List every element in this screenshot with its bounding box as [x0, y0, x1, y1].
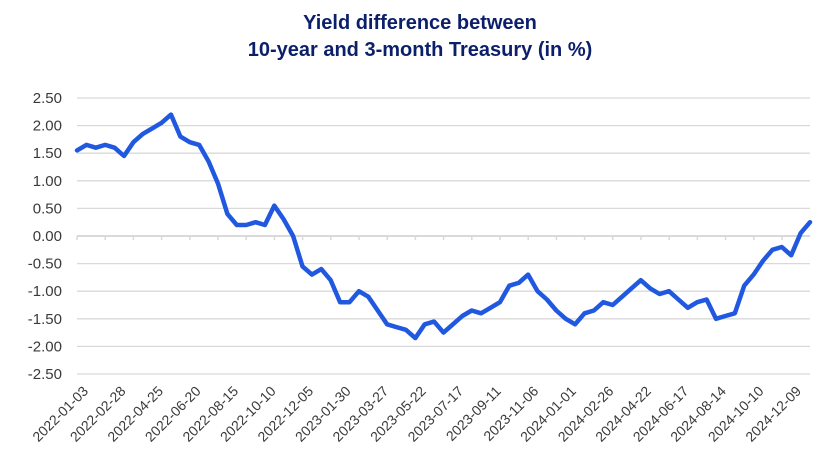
- y-tick-label: -0.50: [28, 256, 62, 273]
- x-axis-line: [76, 236, 783, 240]
- y-tick-label: 0.00: [33, 228, 62, 245]
- chart-title-line-1: Yield difference between: [303, 12, 537, 34]
- y-axis-labels: 2.50 2.00 1.50 1.00 0.50 0.00 -0.50 -1.00 -1.50 -…: [28, 90, 62, 383]
- chart-title-line-2: 10-year and 3-month Treasury (in %): [247, 39, 593, 61]
- y-tick-label: -1.50: [28, 311, 62, 328]
- y-tick-label: -1.00: [28, 283, 62, 300]
- y-tick-label: 1.00: [33, 173, 62, 190]
- spread-line: [74, 112, 813, 341]
- y-tick-label: 0.50: [33, 200, 62, 217]
- y-tick-label: 1.50: [33, 145, 62, 162]
- x-axis-labels: 2022-01-032022-02-282022-04-252022-06-20…: [29, 383, 804, 445]
- y-tick-label: -2.00: [28, 338, 62, 355]
- y-tick-label: 2.50: [33, 90, 62, 107]
- y-tick-label: -2.50: [28, 366, 62, 383]
- gridlines: [77, 97, 810, 375]
- y-tick-label: 2.00: [33, 118, 62, 135]
- chart-title: Yield difference between 10-year and 3-m…: [0, 10, 840, 64]
